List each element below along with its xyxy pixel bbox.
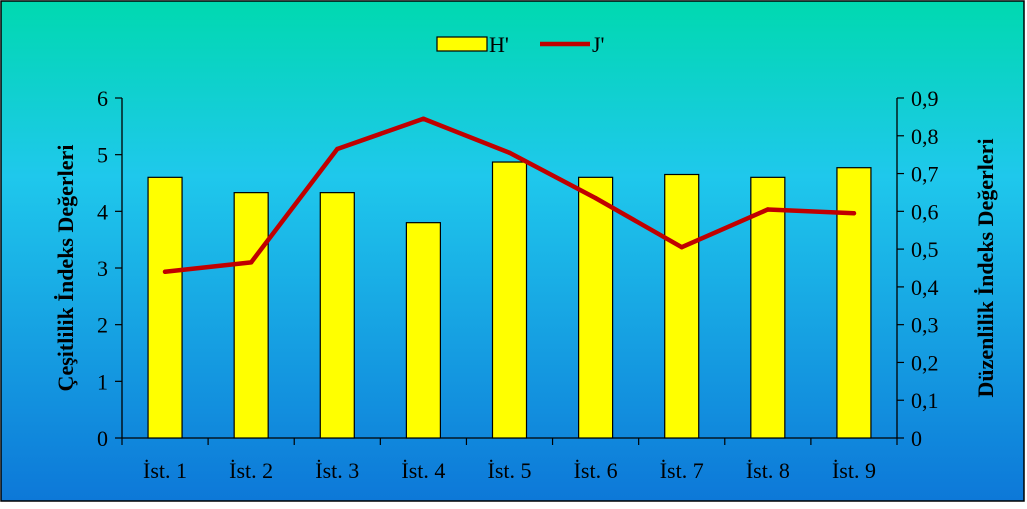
y-axis-title-left: Çeşitlilik İndeks Değerleri [53, 145, 78, 392]
y-tick-label-right: 0,7 [911, 162, 939, 187]
y-tick-label-right: 0,3 [911, 313, 939, 338]
y-tick-label-right: 0,2 [911, 350, 939, 375]
x-tick-label: İst. 7 [660, 458, 704, 483]
bar-h [578, 176, 614, 439]
bar-h [664, 173, 700, 439]
legend-label-h: H' [489, 32, 509, 57]
bar-h [750, 176, 786, 439]
y-tick-label-left: 5 [97, 143, 108, 168]
y-tick-label-left: 1 [97, 369, 108, 394]
chart-legend: H' J' [436, 32, 605, 57]
x-tick-label: İst. 2 [229, 458, 273, 483]
x-tick-label: İst. 1 [143, 458, 187, 483]
bar-h [836, 167, 872, 439]
y-axis-title-right: Düzenlilik İndeks Değerleri [973, 138, 998, 397]
y-tick-label-left: 4 [97, 199, 108, 224]
y-tick-label-right: 0,5 [911, 237, 939, 262]
y-tick-label-right: 0 [911, 426, 922, 451]
x-tick-label: İst. 4 [401, 458, 445, 483]
y-tick-label-right: 0,1 [911, 388, 939, 413]
y-tick-label-left: 2 [97, 313, 108, 338]
line-point-j [765, 207, 771, 212]
tick-labels: 0 1 2 3 4 5 6 0 0,1 0,2 0,3 0,4 0,5 0,6 0,7 0,8 0,9 İst. … [97, 86, 939, 483]
line-point-j [248, 260, 254, 265]
bar-h [319, 192, 355, 439]
y-tick-label-right: 0,4 [911, 275, 939, 300]
line-point-j [851, 211, 857, 216]
y-tick-label-right: 0,8 [911, 124, 939, 149]
line-point-j [162, 269, 168, 274]
y-tick-label-left: 0 [97, 426, 108, 451]
x-tick-label: İst. 5 [488, 458, 532, 483]
x-tick-label: İst. 3 [315, 458, 359, 483]
y-tick-label-left: 3 [97, 256, 108, 281]
bar-h [491, 161, 528, 439]
legend-label-j: J' [592, 32, 605, 57]
line-point-j [507, 150, 512, 155]
y-tick-label-right: 0,6 [911, 199, 939, 224]
bar-h [147, 176, 183, 439]
x-tick-label: İst. 6 [574, 458, 618, 483]
line-series [162, 116, 857, 275]
line-point-j [421, 116, 426, 121]
line-point-j [593, 195, 598, 201]
line-point-j [679, 245, 684, 250]
bar-series [147, 161, 872, 439]
x-tick-label: İst. 9 [832, 458, 876, 483]
bar-h [233, 192, 269, 439]
legend-swatch-h [436, 36, 488, 52]
line-point-j [335, 146, 340, 152]
y-tick-label-left: 6 [97, 86, 108, 111]
y-tick-label-right: 0,9 [911, 86, 939, 111]
x-tick-label: İst. 8 [746, 458, 790, 483]
bar-h [405, 222, 441, 439]
